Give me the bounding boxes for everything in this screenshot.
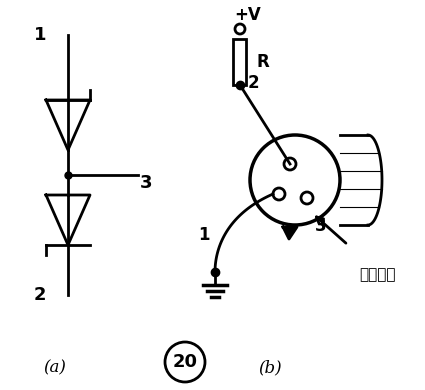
Polygon shape (283, 227, 297, 239)
Text: R: R (257, 53, 270, 71)
Text: 1: 1 (198, 226, 210, 244)
Text: 3: 3 (315, 217, 327, 235)
Text: (a): (a) (43, 360, 66, 376)
Text: (b): (b) (258, 360, 282, 376)
FancyBboxPatch shape (233, 39, 246, 85)
Text: 悉空不用: 悉空不用 (360, 268, 396, 282)
Text: 2: 2 (34, 286, 46, 304)
Text: 3: 3 (140, 174, 152, 192)
Text: +V: +V (235, 6, 261, 24)
Text: 1: 1 (34, 26, 46, 44)
Text: 2: 2 (248, 74, 260, 92)
Text: 20: 20 (173, 353, 198, 371)
